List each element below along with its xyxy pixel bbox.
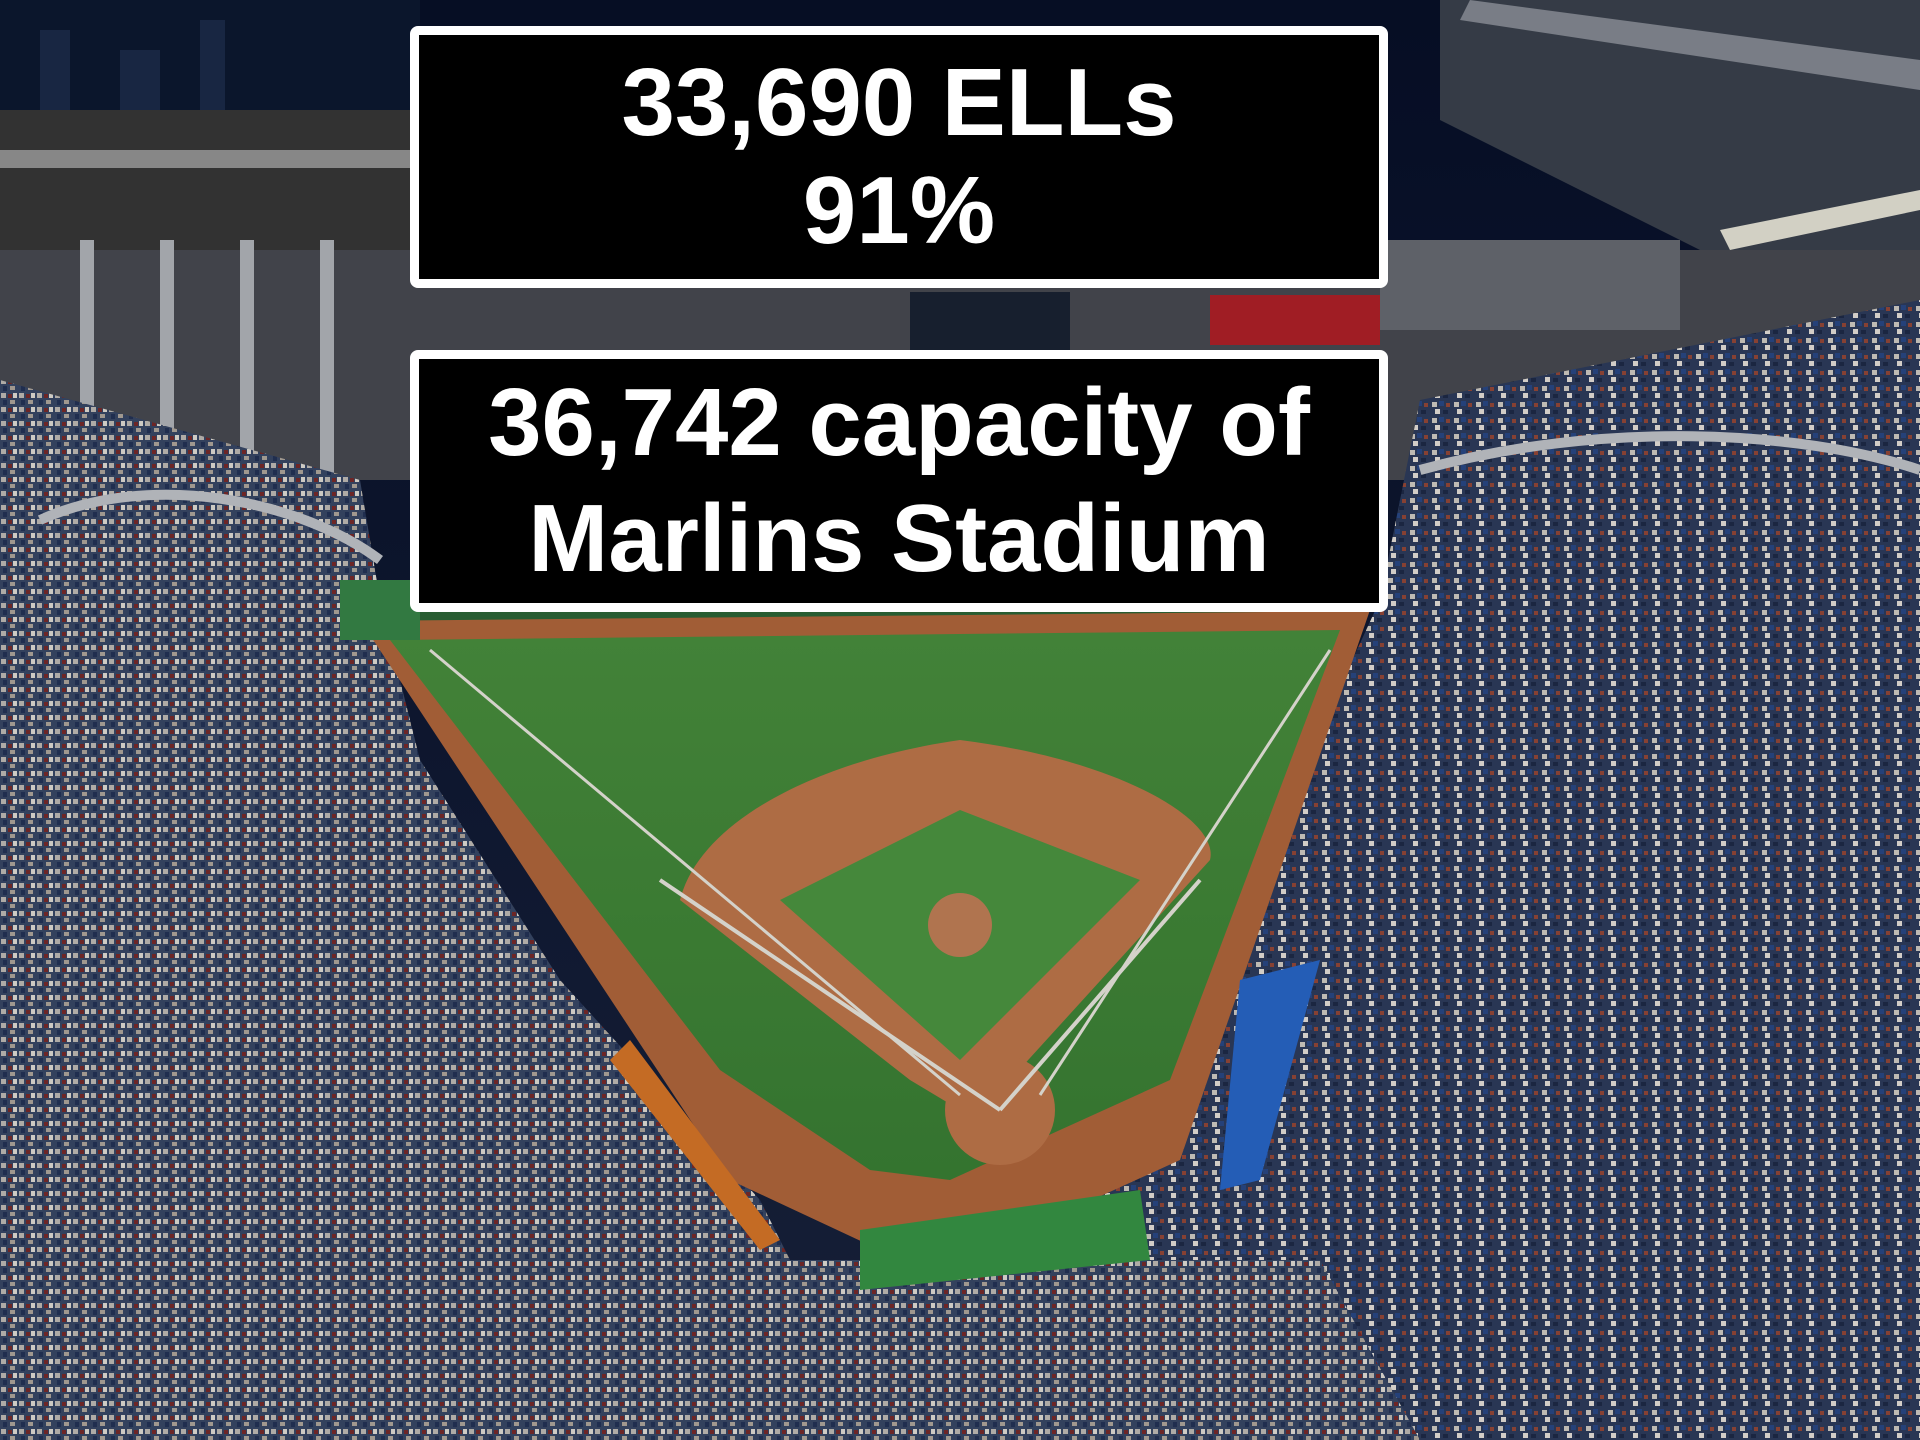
stadium-name-text: Marlins Stadium: [528, 485, 1270, 592]
stadium-capacity-box: 36,742 capacity of Marlins Stadium: [410, 350, 1388, 612]
ells-count-text: 33,690 ELLs: [621, 49, 1177, 156]
ells-count-box: 33,690 ELLs 91%: [410, 26, 1388, 288]
capacity-text: 36,742 capacity of: [488, 369, 1310, 476]
ells-percent-text: 91%: [802, 157, 996, 264]
